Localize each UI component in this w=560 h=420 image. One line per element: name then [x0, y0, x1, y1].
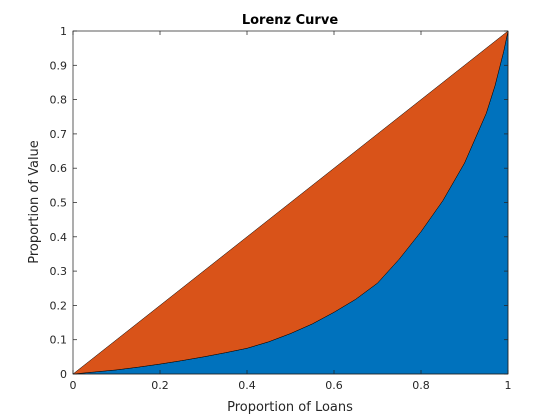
y-tick-label: 0.3 [50, 265, 68, 278]
x-tick-label: 0.2 [151, 379, 169, 392]
y-tick-label: 0.4 [50, 231, 68, 244]
area-between-equality-and-lorenz [72, 30, 509, 375]
y-tick-label: 0.6 [50, 162, 68, 175]
y-tick-label: 0.9 [50, 59, 68, 72]
y-tick-label: 0.8 [50, 94, 68, 107]
area-layer [72, 30, 509, 375]
x-ticks: 0 0.2 0.4 0.6 0.8 1 [70, 31, 512, 392]
y-tick-label: 0.7 [50, 128, 68, 141]
y-tick-label: 1 [60, 25, 67, 38]
x-tick-label: 0.4 [238, 379, 256, 392]
x-axis-label: Proportion of Loans [227, 400, 353, 415]
y-tick-label: 0.2 [50, 299, 68, 312]
y-ticks: 0 0.1 0.2 0.3 0.4 0.5 0.6 0.7 0.8 0.9 1 [50, 25, 508, 381]
x-tick-label: 1 [505, 379, 512, 392]
y-tick-label: 0.5 [50, 197, 68, 210]
y-tick-label: 0 [60, 368, 67, 381]
x-tick-label: 0.8 [412, 379, 430, 392]
y-axis-label: Proportion of Value [27, 140, 42, 264]
chart-title: Lorenz Curve [242, 13, 338, 28]
x-tick-label: 0 [70, 379, 77, 392]
y-tick-label: 0.1 [50, 334, 68, 347]
x-tick-label: 0.6 [325, 379, 343, 392]
